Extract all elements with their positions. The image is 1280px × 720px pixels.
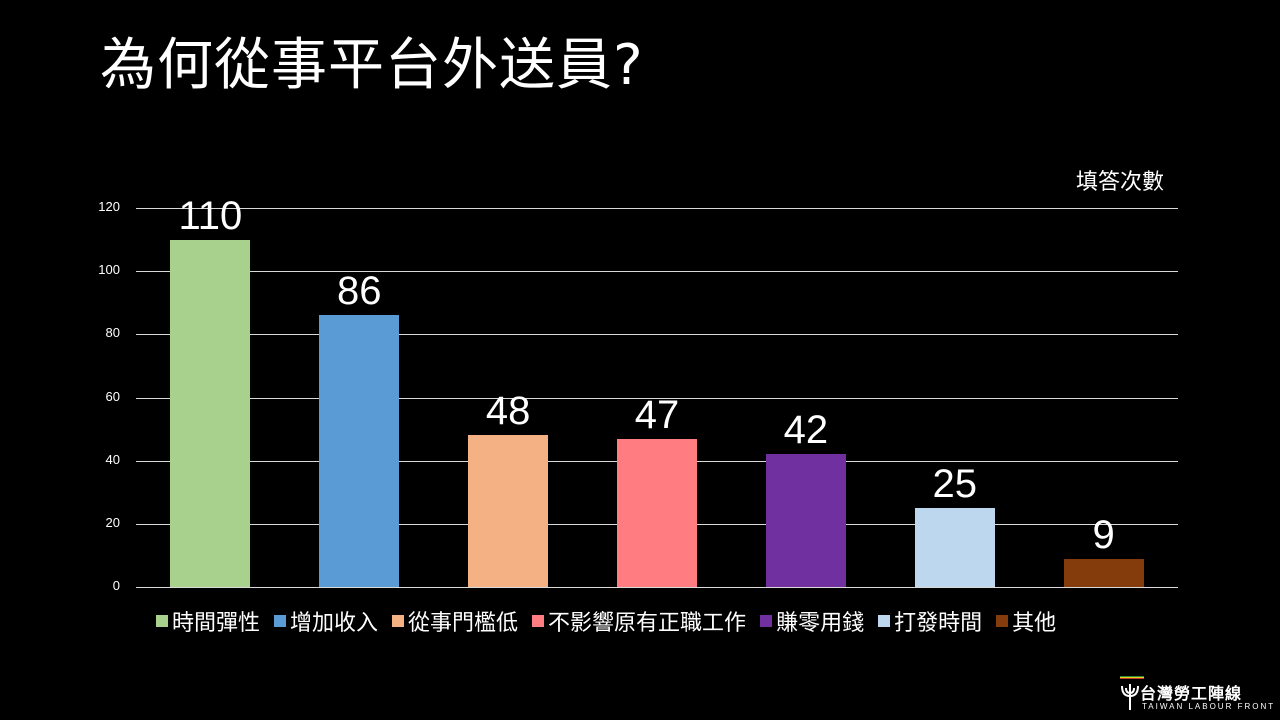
data-label: 48 [485, 389, 531, 434]
legend-label: 其他 [1012, 611, 1057, 636]
logo-name-zh: 台灣勞工陣線 [1140, 684, 1243, 703]
legend-swatch-icon [996, 615, 1009, 627]
legend-item: 不影響原有正職工作 [532, 605, 746, 637]
taiwan-labour-front-logo: 台灣勞工陣線 TAIWAN LABOUR FRONT [1120, 676, 1273, 716]
legend-item: 賺零用錢 [760, 605, 864, 637]
bar-3 [468, 435, 549, 587]
bar-5 [765, 454, 846, 587]
slide-title: 為何從事平台外送員? [100, 33, 644, 98]
legend-swatch-icon [878, 615, 891, 627]
legend-swatch-icon [392, 615, 405, 627]
data-label: 25 [932, 462, 977, 507]
y-axis-unit-label: 填答次數 [1076, 170, 1165, 195]
chart-legend: 時間彈性 增加收入 從事門檻低 不影響原有正職工作 賺零用錢 打發時間 其他 [156, 606, 1056, 636]
data-label: 42 [783, 408, 829, 453]
legend-swatch-icon [274, 615, 287, 627]
gridline [136, 334, 1178, 336]
y-tick-label: 60 [105, 388, 120, 404]
y-tick-label: 120 [98, 199, 120, 214]
legend-item: 增加收入 [274, 605, 378, 637]
gridline [136, 587, 1178, 588]
gridline [136, 208, 1178, 209]
bar-4 [617, 438, 697, 587]
bar-chart-plot-area: 0 20 40 60 80 100 120 110 86 48 47 42 25 9 [98, 194, 1178, 593]
legend-swatch-icon [760, 615, 773, 627]
legend-label: 打發時間 [894, 611, 983, 636]
gridline [136, 271, 1178, 273]
legend-item: 打發時間 [878, 605, 982, 637]
logo-name-en: TAIWAN LABOUR FRONT [1142, 702, 1276, 711]
legend-label: 不影響原有正職工作 [548, 611, 747, 636]
y-tick-label: 80 [105, 325, 120, 341]
legend-label: 時間彈性 [172, 611, 261, 636]
bar-1 [170, 239, 251, 587]
gridline [136, 397, 1178, 399]
trident-icon [1121, 684, 1139, 710]
data-label: 86 [337, 269, 382, 314]
legend-swatch-icon [532, 615, 545, 627]
data-label: 9 [1092, 512, 1115, 557]
legend-swatch-icon [156, 615, 168, 627]
bar-2 [319, 315, 400, 587]
legend-item: 其他 [996, 605, 1056, 637]
bar-6 [914, 508, 995, 587]
legend-item: 時間彈性 [156, 605, 260, 637]
y-tick-label: 20 [105, 514, 120, 530]
y-tick-label: 100 [98, 262, 120, 278]
y-tick-label: 40 [105, 451, 120, 467]
data-label: 47 [634, 392, 680, 437]
legend-item: 從事門檻低 [392, 605, 518, 637]
y-tick-label: 0 [112, 578, 120, 593]
data-label: 110 [178, 193, 243, 238]
logo-stripe [1120, 676, 1144, 679]
legend-label: 賺零用錢 [776, 611, 865, 636]
legend-label: 增加收入 [290, 611, 379, 636]
legend-label: 從事門檻低 [408, 611, 519, 636]
bar-7 [1063, 558, 1144, 587]
